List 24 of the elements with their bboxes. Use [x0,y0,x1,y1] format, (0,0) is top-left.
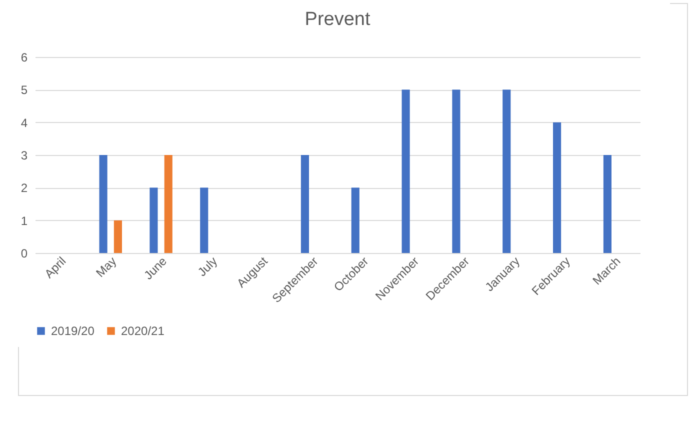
bar [99,155,108,253]
bar [164,155,172,253]
y-tick-label: 2 [20,181,28,196]
bar [150,188,158,253]
bar [200,188,208,253]
y-tick-label: 6 [20,50,28,64]
chart-title: Prevent [304,9,371,30]
bar [114,220,122,253]
x-tick-label: July [194,254,220,280]
bar [402,90,410,253]
bar [553,122,562,253]
y-tick-label: 5 [20,83,28,98]
bar [351,188,360,253]
bar [603,155,612,253]
y-tick-label: 4 [20,116,28,130]
legend-label: 2019/20 [51,324,95,338]
bar [300,155,309,253]
bar [502,90,511,253]
y-tick-label: 0 [20,246,28,260]
y-tick-label: 1 [20,214,28,228]
bar [452,90,460,253]
y-tick-label: 3 [20,148,28,162]
x-tick-label: May [93,254,120,280]
legend-label: 2020/21 [121,324,165,338]
